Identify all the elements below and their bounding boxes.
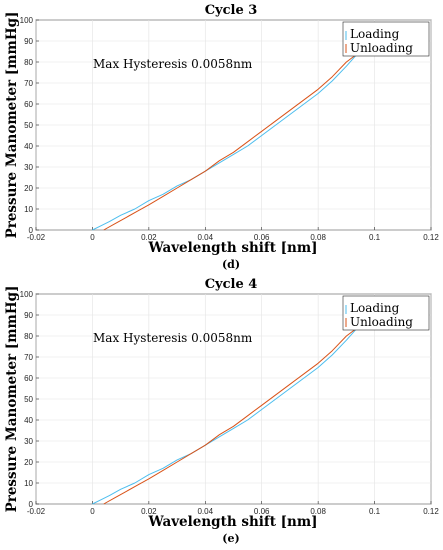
y-tick-label: 80 (24, 58, 33, 67)
series-lines (92, 327, 358, 505)
x-tick-label: 0.06 (254, 507, 270, 516)
x-axis-label: Wavelength shift [nm] (147, 240, 317, 256)
y-tick-label: 100 (20, 16, 34, 25)
y-tick-label: 70 (24, 79, 33, 88)
panel-caption: (d) (222, 258, 240, 271)
legend-label-unloading: Unloading (350, 315, 413, 329)
hysteresis-annotation: Max Hysteresis 0.0058nm (93, 57, 253, 71)
series-line-loading (92, 53, 358, 231)
x-tick-label: 0.04 (197, 507, 213, 516)
y-tick-label: 10 (24, 479, 33, 488)
chart-panel-e: Cycle 4 -0.02 0 0.02 0.04 0.06 0.08 0.1 0.12010… (4, 277, 439, 545)
chart-panel-d: Cycle 3 -0.02 0 0.02 0.04 0.06 0.08 0.1 0.12010… (4, 3, 439, 271)
x-tick-label: 0.1 (369, 233, 381, 242)
x-tick-label: 0 (90, 507, 95, 516)
x-tick-label: -0.02 (27, 233, 46, 242)
y-tick-label: 0 (29, 500, 34, 509)
legend: Loading Unloading (342, 21, 430, 57)
y-tick-label: 0 (29, 226, 34, 235)
y-tick-label: 90 (24, 37, 33, 46)
x-tick-label: 0.1 (369, 507, 381, 516)
y-tick-label: 60 (24, 100, 33, 109)
x-tick-label: 0.04 (197, 233, 213, 242)
series-line-loading (92, 327, 358, 505)
x-tick-label: 0.02 (141, 233, 157, 242)
chart-title: Cycle 4 (205, 277, 258, 292)
legend-label-loading: Loading (350, 27, 400, 41)
legend: Loading Unloading (342, 295, 430, 331)
series-line-unloading (103, 327, 358, 505)
ticks: -0.02 0 0.02 0.04 0.06 0.08 0.1 0.1201020304050… (20, 16, 440, 242)
x-tick-label: 0.06 (254, 233, 270, 242)
y-axis-label: Pressure Manometer [mmHg] (4, 12, 20, 239)
series-line-unloading (103, 53, 358, 231)
y-tick-label: 50 (24, 121, 33, 130)
y-tick-label: 80 (24, 332, 33, 341)
x-axis-label: Wavelength shift [nm] (147, 514, 317, 530)
legend-label-unloading: Unloading (350, 41, 413, 55)
y-tick-label: 40 (24, 142, 33, 151)
y-tick-label: 50 (24, 395, 33, 404)
y-tick-label: 70 (24, 353, 33, 362)
x-tick-label: -0.02 (27, 507, 46, 516)
x-tick-label: 0.12 (423, 233, 439, 242)
chart-title: Cycle 3 (205, 3, 258, 18)
y-tick-label: 30 (24, 437, 33, 446)
y-tick-label: 60 (24, 374, 33, 383)
y-axis-label: Pressure Manometer [mmHg] (4, 286, 20, 513)
y-tick-label: 90 (24, 311, 33, 320)
y-tick-label: 10 (24, 205, 33, 214)
x-tick-label: 0.08 (310, 233, 326, 242)
series-lines (92, 53, 358, 231)
y-tick-label: 40 (24, 416, 33, 425)
y-tick-label: 30 (24, 163, 33, 172)
y-tick-label: 20 (24, 184, 33, 193)
legend-box (342, 295, 430, 331)
x-tick-label: 0 (90, 233, 95, 242)
ticks: -0.02 0 0.02 0.04 0.06 0.08 0.1 0.1201020304050… (20, 290, 440, 516)
x-tick-label: 0.08 (310, 507, 326, 516)
y-tick-label: 20 (24, 458, 33, 467)
x-tick-label: 0.02 (141, 507, 157, 516)
y-tick-label: 100 (20, 290, 34, 299)
panel-caption: (e) (222, 532, 239, 545)
x-tick-label: 0.12 (423, 507, 439, 516)
hysteresis-annotation: Max Hysteresis 0.0058nm (93, 331, 253, 345)
grid (35, 19, 432, 231)
legend-label-loading: Loading (350, 301, 400, 315)
legend-box (342, 21, 430, 57)
